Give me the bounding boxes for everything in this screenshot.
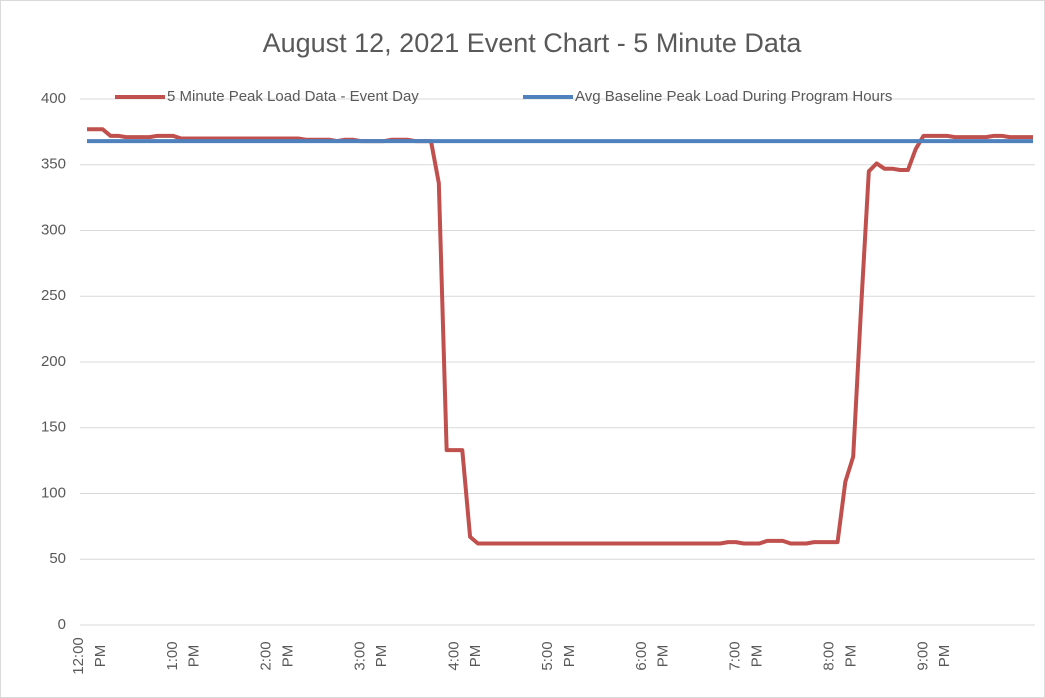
y-tick-label: 50 xyxy=(49,550,66,567)
x-tick-label: 8:00 PM xyxy=(821,641,860,670)
y-tick-label: 350 xyxy=(41,156,66,173)
x-tick-label: 5:00 PM xyxy=(539,641,578,670)
y-tick-label: 100 xyxy=(41,484,66,501)
x-tick-label: 9:00 PM xyxy=(914,641,953,670)
x-tick-label: 1:00 PM xyxy=(164,641,203,670)
x-tick-label: 3:00 PM xyxy=(351,641,390,670)
y-tick-label: 400 xyxy=(41,90,66,107)
x-tick-label: 12:00 PM xyxy=(70,637,109,675)
x-tick-label: 4:00 PM xyxy=(445,641,484,670)
x-tick-label: 7:00 PM xyxy=(727,641,766,670)
legend-label: Avg Baseline Peak Load During Program Ho… xyxy=(575,88,892,105)
chart-title: August 12, 2021 Event Chart - 5 Minute D… xyxy=(263,28,803,58)
y-tick-label: 250 xyxy=(41,287,66,304)
y-tick-label: 0 xyxy=(58,616,66,633)
x-tick-label: 2:00 PM xyxy=(258,641,297,670)
series-line xyxy=(87,127,1033,546)
legend-label: 5 Minute Peak Load Data - Event Day xyxy=(167,88,419,105)
y-tick-label: 200 xyxy=(41,353,66,370)
y-tick-label: 300 xyxy=(41,221,66,238)
y-tick-label: 150 xyxy=(41,419,66,436)
x-tick-label: 6:00 PM xyxy=(633,641,672,670)
